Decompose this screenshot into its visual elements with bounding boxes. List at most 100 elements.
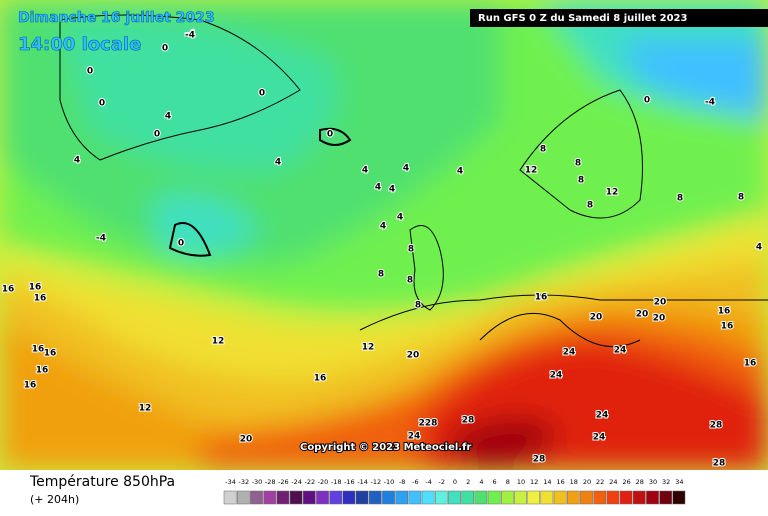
legend-swatch <box>593 490 607 505</box>
legend-tick: 14 <box>543 478 551 486</box>
contour-label: 4 <box>380 222 386 232</box>
legend-swatch <box>632 490 646 505</box>
legend-swatch <box>434 490 448 505</box>
legend-swatch <box>289 490 303 505</box>
contour-label: 0 <box>259 89 265 99</box>
contour-label: 8 <box>408 245 414 255</box>
legend-tick: -24 <box>291 478 302 486</box>
legend-tick: -10 <box>384 478 395 486</box>
legend-tick: 2 <box>466 478 470 486</box>
contour-label: 16 <box>314 374 327 384</box>
contour-label: 0 <box>87 67 93 77</box>
contour-label: 24 <box>550 371 563 381</box>
legend-tick: 6 <box>493 478 497 486</box>
contour-label: 0 <box>327 130 333 140</box>
legend-swatch <box>606 490 620 505</box>
contour-label: 8 <box>677 194 683 204</box>
contour-label: 12 <box>525 166 538 176</box>
legend-tick: 18 <box>570 478 578 486</box>
legend-tick: 20 <box>583 478 591 486</box>
contour-label: 0 <box>644 96 650 106</box>
legend-swatch <box>553 490 567 505</box>
contour-label: 16 <box>44 349 57 359</box>
legend-tick: -34 <box>225 478 236 486</box>
contour-label: 8 <box>578 176 584 186</box>
contour-label: 24 <box>596 411 609 421</box>
contour-label: 0 <box>162 44 168 54</box>
legend-tick: -2 <box>439 478 445 486</box>
contour-label: 4 <box>362 166 368 176</box>
contour-label: -4 <box>705 98 715 108</box>
contour-label: 8 <box>575 159 581 169</box>
contour-label: 4 <box>389 185 395 195</box>
contour-label: 8 <box>407 276 413 286</box>
legend-swatch <box>329 490 343 505</box>
legend-swatch <box>448 490 461 505</box>
contour-label: 8 <box>587 201 593 211</box>
color-legend: -34 -32 -30 -28 -26 -24 -22 -20 -18 -16 -14 -12 -10-… <box>223 478 686 505</box>
legend-swatch <box>316 490 329 505</box>
coastlines <box>59 14 768 348</box>
legend-swatch <box>672 490 686 505</box>
footer-subtitle: (+ 204h) <box>30 493 79 506</box>
legend-tick: 34 <box>675 478 683 486</box>
legend-tick: -32 <box>238 478 249 486</box>
contour-label: 28 <box>533 455 546 465</box>
legend-swatch <box>342 490 356 505</box>
legend-swatch <box>276 490 290 505</box>
contour-label: 20 <box>240 435 253 445</box>
legend-swatch <box>395 490 409 505</box>
legend-tick: -4 <box>425 478 431 486</box>
contour-label: 0 <box>178 239 184 249</box>
contour-label: 24 <box>614 346 627 356</box>
legend-swatch <box>646 490 659 505</box>
legend-swatch <box>540 490 554 505</box>
temperature-field <box>0 0 768 470</box>
contour-label: 8 <box>540 145 546 155</box>
contour-label: 16 <box>29 283 42 293</box>
contour-label: 12 <box>139 404 152 414</box>
contour-label: 20 <box>636 310 649 320</box>
legend-swatch <box>302 490 316 505</box>
legend-swatch <box>619 490 633 505</box>
contour-label: -4 <box>185 31 195 41</box>
contour-label: 12 <box>212 337 225 347</box>
contour-label: 20 <box>654 298 667 308</box>
legend-tick: 16 <box>556 478 564 486</box>
contour-label: 0 <box>99 99 105 109</box>
contour-label: 4 <box>165 112 171 122</box>
contour-label: 12 <box>606 188 619 198</box>
legend-swatch <box>659 490 673 505</box>
legend-tick: -8 <box>399 478 405 486</box>
legend-tick: 10 <box>517 478 525 486</box>
contour-label: 20 <box>590 313 603 323</box>
contour-label: 24 <box>408 432 421 442</box>
contour-label: 0 <box>154 130 160 140</box>
contour-label: 16 <box>718 307 731 317</box>
copyright: Copyright © 2023 Meteociel.fr <box>300 442 471 453</box>
legend-swatch <box>250 490 263 505</box>
legend-swatch <box>580 490 593 505</box>
run-info: Run GFS 0 Z du Samedi 8 juillet 2023 <box>478 13 687 24</box>
legend-swatch <box>461 490 475 505</box>
legend-swatch <box>566 490 580 505</box>
contour-label: 8 <box>738 193 744 203</box>
legend-swatch <box>236 490 250 505</box>
legend-tick: -28 <box>265 478 276 486</box>
contour-label: 28 <box>713 459 726 469</box>
contour-label: 16 <box>535 293 548 303</box>
legend-tick: -30 <box>252 478 263 486</box>
legend-swatch <box>408 490 422 505</box>
contour-label: 16 <box>744 359 757 369</box>
legend-tick: -18 <box>331 478 342 486</box>
legend-tick: -6 <box>412 478 418 486</box>
legend-tick: 8 <box>506 478 510 486</box>
legend-swatch <box>355 490 369 505</box>
contour-label: 16 <box>24 381 37 391</box>
contour-label: 4 <box>74 156 80 166</box>
footer-title: Température 850hPa <box>29 474 175 490</box>
contour-label: 24 <box>563 348 576 358</box>
legend-swatch <box>421 490 435 505</box>
